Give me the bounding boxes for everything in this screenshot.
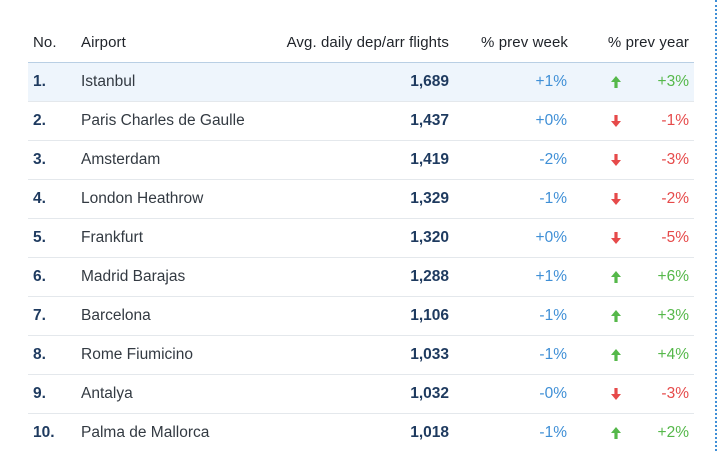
header-airport[interactable]: Airport (81, 33, 126, 51)
rank-number: 3. (33, 151, 46, 168)
rank-number: 4. (33, 190, 46, 207)
arrow-down-icon (604, 141, 628, 179)
rank-number: 9. (33, 385, 46, 402)
airport-name: Madrid Barajas (81, 268, 186, 285)
avg-daily-flights-value: 1,320 (410, 229, 449, 246)
prev-week-change: +1% (535, 268, 567, 285)
table-row[interactable]: 3. Amsterdam 1,419 -2% -3% (28, 141, 694, 180)
avg-daily-flights-value: 1,419 (410, 151, 449, 168)
prev-year-change: -1% (661, 112, 689, 129)
rank-number: 2. (33, 112, 46, 129)
arrow-up-icon (604, 414, 628, 451)
prev-year-change: +4% (657, 346, 689, 363)
prev-week-change: +0% (535, 229, 567, 246)
prev-year-change: +2% (657, 424, 689, 441)
prev-year-change: -3% (661, 151, 689, 168)
prev-week-change: +1% (535, 73, 567, 90)
airport-name: Barcelona (81, 307, 151, 324)
prev-year-change: +6% (657, 268, 689, 285)
arrow-down-icon (604, 180, 628, 218)
airport-name: Istanbul (81, 73, 136, 90)
prev-year-change: +3% (657, 307, 689, 324)
airport-name: Amsterdam (81, 151, 161, 168)
avg-daily-flights-value: 1,106 (410, 307, 449, 324)
airport-name: Palma de Mallorca (81, 424, 210, 441)
arrow-up-icon (604, 336, 628, 374)
arrow-down-icon (604, 375, 628, 413)
rank-number: 10. (33, 424, 55, 441)
table-row[interactable]: 6. Madrid Barajas 1,288 +1% +6% (28, 258, 694, 297)
arrow-up-icon (604, 63, 628, 101)
arrow-up-icon (604, 258, 628, 296)
header-prev-week[interactable]: % prev week (481, 33, 568, 51)
prev-year-change: -3% (661, 385, 689, 402)
rank-number: 8. (33, 346, 46, 363)
prev-week-change: -2% (539, 151, 567, 168)
table-row[interactable]: 7. Barcelona 1,106 -1% +3% (28, 297, 694, 336)
arrow-down-icon (604, 102, 628, 140)
table-row[interactable]: 4. London Heathrow 1,329 -1% -2% (28, 180, 694, 219)
prev-week-change: -0% (539, 385, 567, 402)
table-row[interactable]: 5. Frankfurt 1,320 +0% -5% (28, 219, 694, 258)
prev-year-change: +3% (657, 73, 689, 90)
prev-week-change: -1% (539, 346, 567, 363)
avg-daily-flights-value: 1,689 (410, 73, 449, 90)
arrow-up-icon (604, 297, 628, 335)
table-row[interactable]: 1. Istanbul 1,689 +1% +3% (28, 63, 694, 102)
avg-daily-flights-value: 1,437 (410, 112, 449, 129)
rank-number: 1. (33, 73, 46, 90)
airport-ranking-table: No. Airport Avg. daily dep/arr flights %… (28, 22, 694, 451)
prev-week-change: +0% (535, 112, 567, 129)
header-avg-daily-flights[interactable]: Avg. daily dep/arr flights (286, 33, 449, 51)
arrow-down-icon (604, 219, 628, 257)
table-row[interactable]: 2. Paris Charles de Gaulle 1,437 +0% -1% (28, 102, 694, 141)
table-row[interactable]: 9. Antalya 1,032 -0% -3% (28, 375, 694, 414)
prev-week-change: -1% (539, 190, 567, 207)
avg-daily-flights-value: 1,288 (410, 268, 449, 285)
airport-name: Rome Fiumicino (81, 346, 193, 363)
prev-year-change: -2% (661, 190, 689, 207)
table-row[interactable]: 8. Rome Fiumicino 1,033 -1% +4% (28, 336, 694, 375)
prev-week-change: -1% (539, 307, 567, 324)
airport-name: London Heathrow (81, 190, 204, 207)
prev-week-change: -1% (539, 424, 567, 441)
avg-daily-flights-value: 1,033 (410, 346, 449, 363)
header-no[interactable]: No. (33, 33, 57, 51)
avg-daily-flights-value: 1,032 (410, 385, 449, 402)
rank-number: 7. (33, 307, 46, 324)
header-prev-year[interactable]: % prev year (607, 33, 689, 51)
airport-name: Antalya (81, 385, 133, 402)
rank-number: 5. (33, 229, 46, 246)
table-body: 1. Istanbul 1,689 +1% +3% 2. Paris Charles de … (28, 63, 694, 451)
avg-daily-flights-value: 1,018 (410, 424, 449, 441)
table-row[interactable]: 10. Palma de Mallorca 1,018 -1% +2% (28, 414, 694, 451)
table-header-row: No. Airport Avg. daily dep/arr flights %… (28, 22, 694, 63)
prev-year-change: -5% (661, 229, 689, 246)
dotted-border-divider (715, 0, 717, 451)
avg-daily-flights-value: 1,329 (410, 190, 449, 207)
airport-name: Frankfurt (81, 229, 144, 246)
rank-number: 6. (33, 268, 46, 285)
airport-name: Paris Charles de Gaulle (81, 112, 245, 129)
